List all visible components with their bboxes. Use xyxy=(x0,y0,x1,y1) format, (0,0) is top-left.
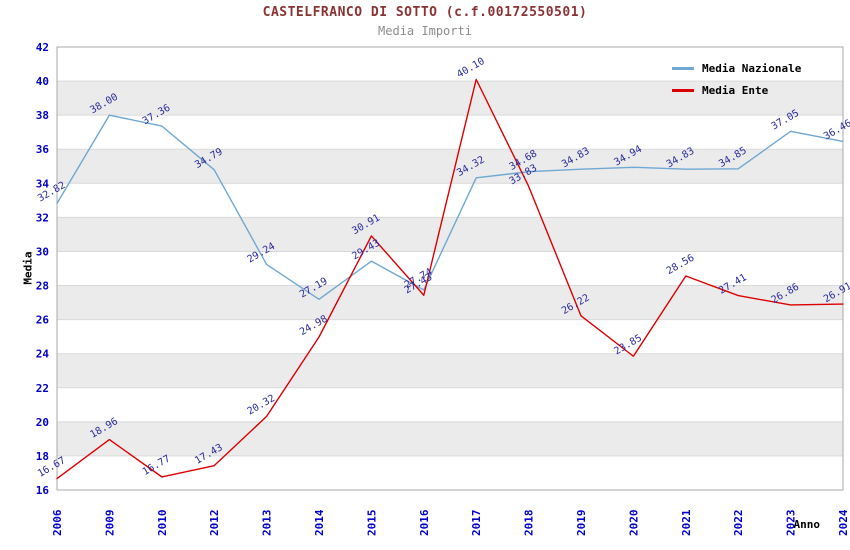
svg-text:18: 18 xyxy=(36,450,49,463)
svg-text:42: 42 xyxy=(36,41,49,54)
legend-item-media-nazionale: Media Nazionale xyxy=(672,62,801,75)
svg-text:26: 26 xyxy=(36,314,50,327)
svg-text:2020: 2020 xyxy=(627,510,640,537)
svg-text:2006: 2006 xyxy=(51,509,64,536)
svg-text:2017: 2017 xyxy=(470,510,483,537)
x-axis-ticks: 2006 2009 2010 2012 2013 2014 2015 2016 2017 2018… xyxy=(51,509,850,536)
series-line-media-nazionale xyxy=(56,114,844,301)
svg-text:40: 40 xyxy=(36,75,49,88)
legend-label: Media Ente xyxy=(702,84,769,97)
svg-text:2016: 2016 xyxy=(418,509,431,536)
chart-legend: Media Nazionale Media Ente xyxy=(672,62,801,97)
svg-text:38: 38 xyxy=(36,109,49,122)
svg-text:2022: 2022 xyxy=(732,510,745,537)
svg-text:22: 22 xyxy=(36,382,49,395)
svg-text:34: 34 xyxy=(36,177,50,190)
svg-text:2012: 2012 xyxy=(208,510,221,537)
legend-line-sample-red-icon xyxy=(672,89,694,92)
svg-text:30: 30 xyxy=(36,245,49,258)
svg-text:2021: 2021 xyxy=(680,509,693,536)
chart-subtitle: Media Importi xyxy=(378,24,472,38)
svg-text:20: 20 xyxy=(36,416,49,429)
legend-line-sample-blue-icon xyxy=(672,67,694,70)
svg-text:2018: 2018 xyxy=(523,510,536,537)
x-axis-title: Anno xyxy=(793,518,821,531)
svg-text:2019: 2019 xyxy=(575,510,588,537)
legend-label: Media Nazionale xyxy=(702,62,802,75)
svg-text:2014: 2014 xyxy=(313,509,326,536)
chart-title: CASTELFRANCO DI SOTTO (c.f.00172550501) xyxy=(262,5,588,20)
plot-bands xyxy=(57,47,843,490)
legend-item-media-ente: Media Ente xyxy=(672,84,801,97)
svg-text:36: 36 xyxy=(36,143,50,156)
svg-text:2013: 2013 xyxy=(261,510,274,537)
series-line-media-ente xyxy=(56,78,844,480)
y-axis-title: Media xyxy=(21,251,35,285)
svg-text:2024: 2024 xyxy=(837,509,850,536)
svg-text:2023: 2023 xyxy=(785,510,798,537)
svg-text:2015: 2015 xyxy=(365,510,378,537)
plot-frame xyxy=(56,46,844,491)
svg-text:24: 24 xyxy=(36,348,50,361)
svg-text:16: 16 xyxy=(36,484,50,497)
svg-text:2010: 2010 xyxy=(156,510,169,537)
svg-text:28: 28 xyxy=(36,280,49,293)
svg-text:2009: 2009 xyxy=(103,510,116,537)
y-axis-ticks: 16 18 20 22 24 26 28 30 32 34 36 38 40 42 xyxy=(36,41,50,497)
svg-text:32: 32 xyxy=(36,211,49,224)
